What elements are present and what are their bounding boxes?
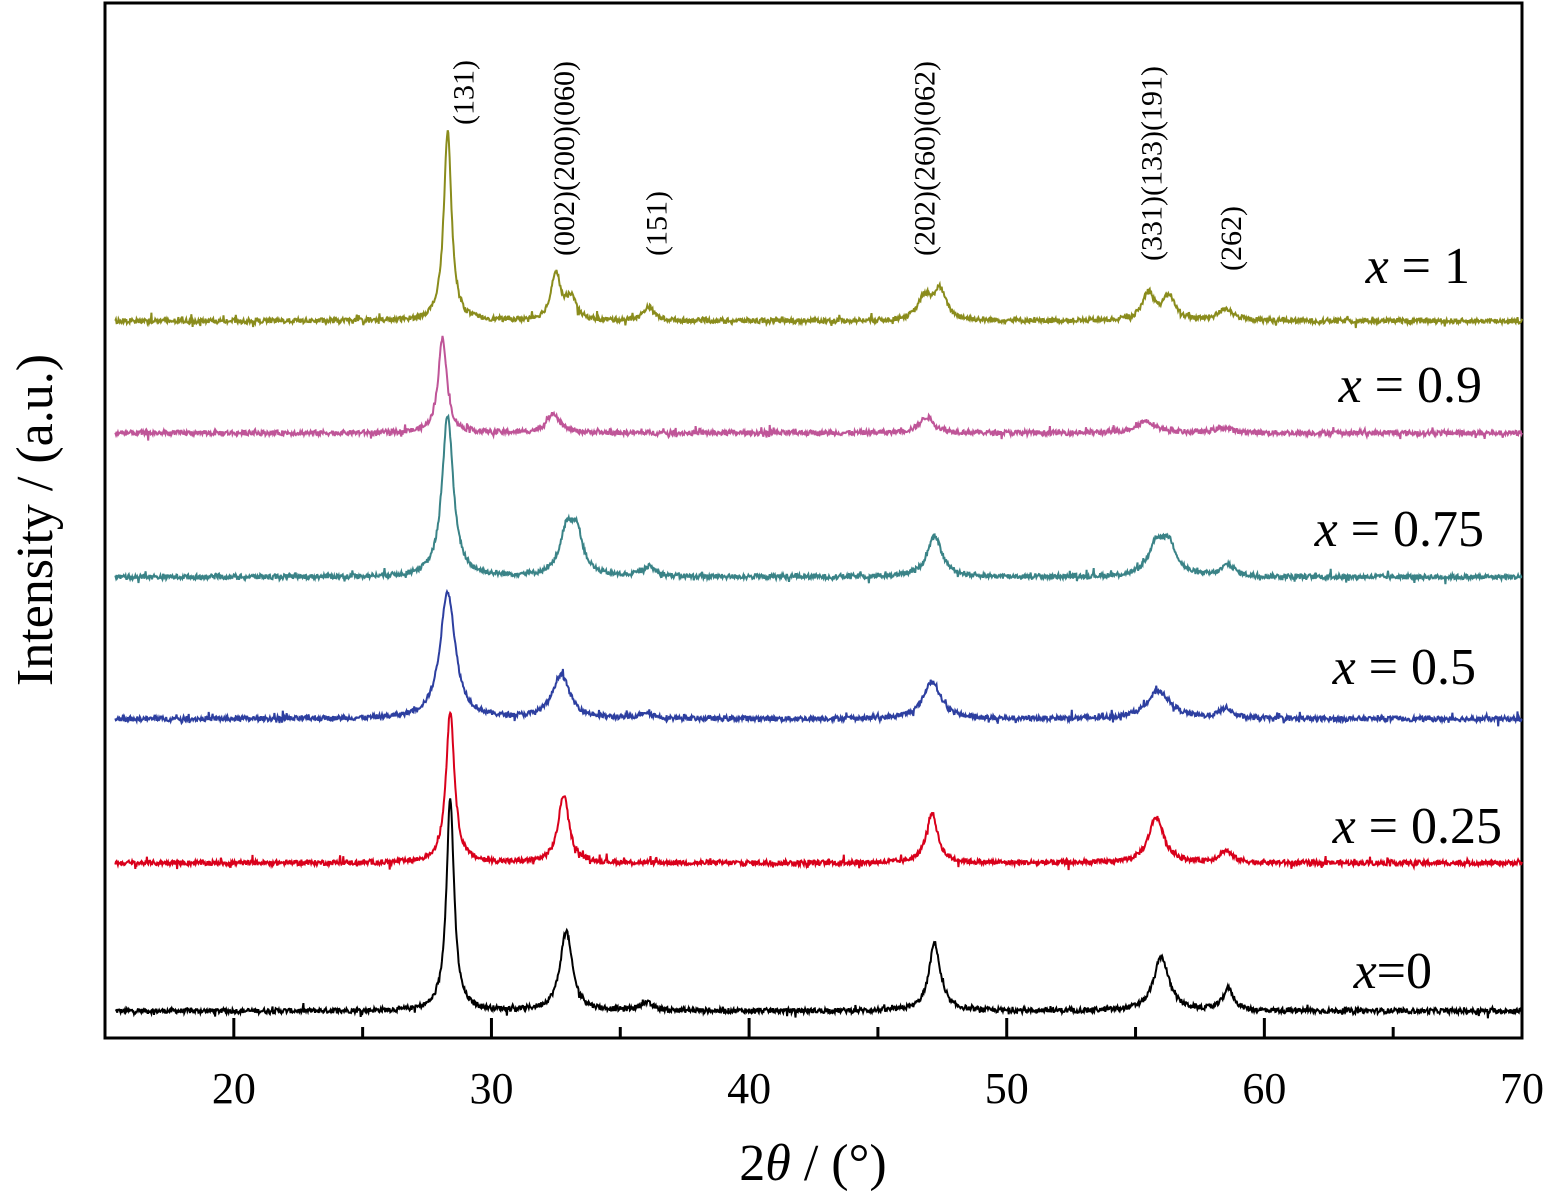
series-label: x=0 [1353, 943, 1432, 1000]
series-label: x = 0.5 [1332, 639, 1476, 696]
series-line-3 [114, 413, 1523, 585]
x-tick-label: 20 [212, 1064, 256, 1113]
peak-index-label: (151) [641, 191, 674, 256]
series-label: x = 0.25 [1332, 798, 1502, 855]
peak-index-label: (002)(200)(060) [548, 61, 581, 256]
x-tick-label: 70 [1500, 1064, 1544, 1113]
x-tick-label: 50 [985, 1064, 1029, 1113]
peak-index-label: (331)(133)(191) [1135, 66, 1168, 261]
y-axis-title: Intensity / (a.u.) [7, 354, 64, 686]
x-tick-label: 60 [1242, 1064, 1286, 1113]
series-line-2 [114, 588, 1523, 727]
series-line-4 [114, 335, 1523, 441]
x-axis-title: 2θ / (°) [739, 1135, 886, 1192]
series-labels: x=0 x = 0.25 x = 0.5 x = 0.75 x = 0.9 x = 1 [1314, 238, 1502, 1000]
plot-frame [103, 1, 1524, 1040]
series-label: x = 0.75 [1314, 501, 1484, 558]
series-line-0 [115, 798, 1523, 1019]
peak-annotations: (131) (002)(200)(060) (151) (202)(260)(062)… [447, 60, 1248, 271]
series-line-1 [114, 710, 1523, 871]
series-line-5 [114, 130, 1523, 329]
x-tick-label: 30 [469, 1064, 513, 1113]
peak-index-label: (262) [1215, 206, 1248, 271]
x-tick-label: 40 [727, 1064, 771, 1113]
x-axis-ticks: 20 30 40 50 60 70 [212, 1018, 1544, 1113]
peak-index-label: (202)(260)(062) [909, 61, 942, 256]
series-label: x = 1 [1365, 238, 1470, 295]
series-label: x = 0.9 [1338, 357, 1482, 414]
peak-index-label: (131) [447, 60, 480, 125]
series-traces [114, 130, 1523, 1019]
